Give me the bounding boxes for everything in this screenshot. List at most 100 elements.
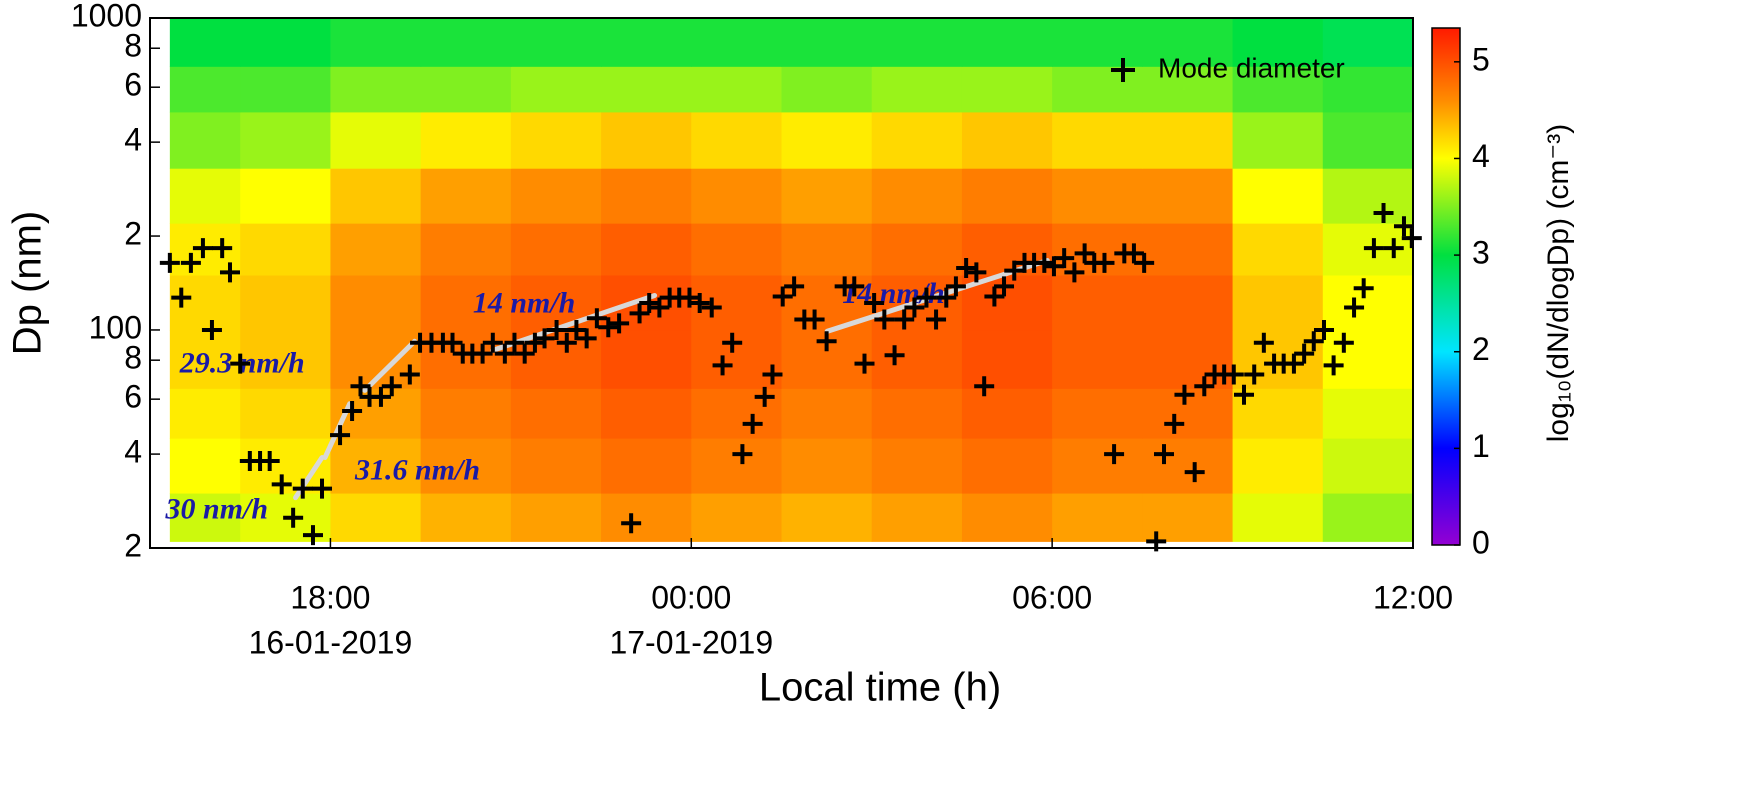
heatmap-cell xyxy=(871,493,963,542)
heatmap-cell xyxy=(240,388,331,439)
heatmap-cell xyxy=(420,111,512,169)
mode-diameter-point xyxy=(586,308,607,329)
heatmap-cell xyxy=(1052,66,1143,113)
heatmap-cell xyxy=(169,168,241,224)
mode-diameter-point xyxy=(1303,331,1324,352)
mode-diameter-point xyxy=(566,319,587,340)
mode-diameter-point xyxy=(1323,355,1344,376)
heatmap-cell xyxy=(1322,111,1414,169)
x-tick-label: 06:00 xyxy=(1012,579,1092,615)
y-tick-label: 8 xyxy=(124,28,142,64)
heatmap-cell xyxy=(781,493,873,542)
mode-diameter-point xyxy=(1134,252,1155,273)
heatmap-cell xyxy=(330,18,422,67)
mode-diameter-point xyxy=(534,328,555,349)
x-tick-label: 12:00 xyxy=(1373,579,1453,615)
mode-diameter-point xyxy=(956,257,977,278)
mode-diameter-point xyxy=(772,286,793,307)
mode-diameter-point xyxy=(546,319,567,340)
mode-diameter-point xyxy=(381,376,402,397)
mode-diameter-point xyxy=(804,309,825,330)
mode-diameter-point xyxy=(1194,376,1215,397)
mode-diameter-point xyxy=(598,317,619,338)
heatmap-cell xyxy=(1322,388,1414,439)
heatmap-cell xyxy=(1052,168,1143,224)
heatmap-cell xyxy=(510,18,602,67)
heatmap-cell xyxy=(601,18,692,67)
mode-diameter-point xyxy=(192,238,213,259)
mode-diameter-point xyxy=(259,451,280,472)
heatmap-cell xyxy=(510,493,602,542)
colorbar-tick-label: 5 xyxy=(1472,41,1490,77)
heatmap xyxy=(169,18,1414,542)
heatmap-cell xyxy=(781,388,873,439)
heatmap-cell xyxy=(691,493,782,542)
mode-diameter-point xyxy=(621,513,642,534)
heatmap-cell xyxy=(1322,438,1414,494)
heatmap-cell xyxy=(1142,66,1234,113)
heatmap-cell xyxy=(240,168,331,224)
mode-diameter-point xyxy=(936,287,957,308)
heatmap-cell xyxy=(1232,329,1324,389)
heatmap-cell xyxy=(601,168,692,224)
mode-diameter-point xyxy=(874,309,895,330)
mode-diameter-point xyxy=(350,376,371,397)
heatmap-cell xyxy=(1052,388,1143,439)
mode-diameter-point xyxy=(1333,332,1354,353)
heatmap-cell xyxy=(330,438,422,494)
mode-diameter-point xyxy=(171,287,192,308)
colorbar-title: log₁₀(dN/dlogDp) (cm⁻³) xyxy=(1542,124,1575,442)
mode-diameter-point xyxy=(762,364,783,385)
heatmap-cell xyxy=(1052,329,1143,389)
heatmap-cell xyxy=(330,66,422,113)
heatmap-cell xyxy=(330,275,422,331)
heatmap-cell xyxy=(781,66,873,113)
mode-diameter-point xyxy=(722,332,743,353)
mode-diameter-point xyxy=(629,303,650,324)
heatmap-cell xyxy=(420,388,512,439)
mode-diameter-point xyxy=(1353,278,1374,299)
colorbar-tick-label: 4 xyxy=(1472,138,1490,174)
mode-diameter-point xyxy=(1123,243,1144,264)
heatmap-cell xyxy=(601,223,692,276)
mode-diameter-point xyxy=(649,297,670,318)
y-tick-label: 2 xyxy=(124,527,142,563)
heatmap-cell xyxy=(510,66,602,113)
mode-diameter-point xyxy=(230,353,251,374)
heatmap-cell xyxy=(330,223,422,276)
y-tick-label: 6 xyxy=(124,379,142,415)
mode-diameter-points xyxy=(159,203,1422,552)
heatmap-cell xyxy=(169,438,241,494)
growth-rate-label: 14 nm/h xyxy=(842,277,945,310)
heatmap-cell xyxy=(1322,275,1414,331)
y-tick-label: 6 xyxy=(124,67,142,103)
mode-diameter-point xyxy=(854,353,875,374)
mode-diameter-point xyxy=(679,287,700,308)
mode-diameter-point xyxy=(1234,384,1254,405)
mode-diameter-point xyxy=(342,400,363,421)
heatmap-cell xyxy=(781,223,873,276)
heatmap-cell xyxy=(1052,111,1143,169)
heatmap-cell xyxy=(240,66,331,113)
mode-diameter-point xyxy=(302,525,323,546)
heatmap-cell xyxy=(961,168,1053,224)
heatmap-cell xyxy=(961,66,1053,113)
heatmap-cell xyxy=(420,18,512,67)
heatmap-cell xyxy=(691,18,782,67)
heatmap-cell xyxy=(420,275,512,331)
mode-diameter-point xyxy=(1401,228,1422,249)
heatmap-cell xyxy=(169,18,241,67)
heatmap-cell xyxy=(169,329,241,389)
mode-diameter-point xyxy=(1034,252,1055,273)
mode-diameter-point xyxy=(1054,248,1075,269)
x-tick-label: 18:00 xyxy=(290,579,370,615)
heatmap-cell xyxy=(1232,111,1324,169)
colorbar-tick-label: 3 xyxy=(1472,235,1490,271)
heatmap-cell xyxy=(510,438,602,494)
heatmap-cell xyxy=(1052,493,1143,542)
heatmap-cell xyxy=(691,66,782,113)
mode-diameter-point xyxy=(159,252,180,273)
x-tick-date: 17-01-2019 xyxy=(609,624,773,660)
heatmap-cell xyxy=(1232,66,1324,113)
colorbar-tick-label: 1 xyxy=(1472,428,1490,464)
